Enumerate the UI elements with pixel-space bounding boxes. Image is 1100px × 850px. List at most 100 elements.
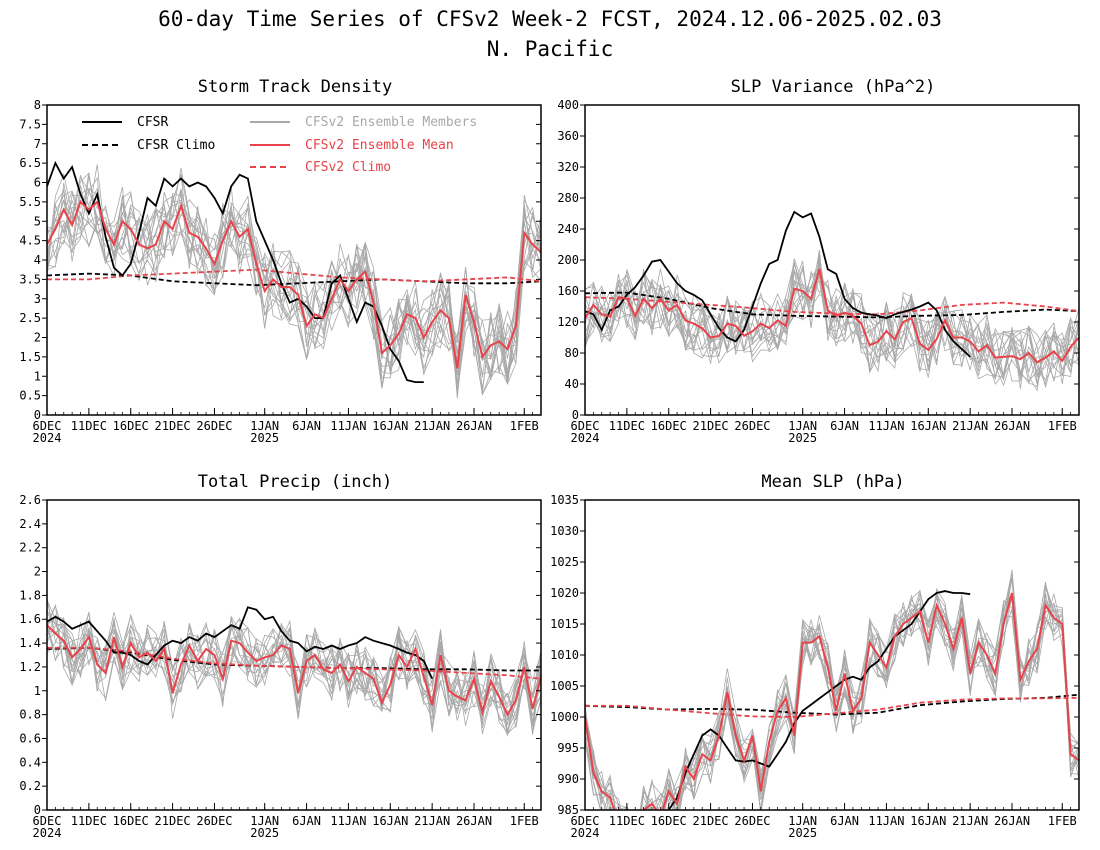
- y-tick-label: 0.4: [19, 755, 41, 769]
- y-tick-label: 5.5: [19, 195, 41, 209]
- x-tick-year-label: 2025: [788, 826, 817, 840]
- x-tick-label: 16JAN: [372, 419, 408, 433]
- x-tick-label: 11DEC: [71, 419, 107, 433]
- ensemble-mean-line: [585, 592, 1079, 810]
- x-tick-label: 26DEC: [734, 814, 770, 828]
- x-tick-label: 6JAN: [292, 419, 321, 433]
- y-tick-label: 40: [565, 377, 579, 391]
- y-tick-label: 1.5: [19, 350, 41, 364]
- y-tick-label: 2: [34, 331, 41, 345]
- x-tick-label: 21JAN: [952, 419, 988, 433]
- ensemble-member-line: [47, 185, 541, 384]
- legend-label-ensemble-members: CFSv2 Ensemble Members: [305, 115, 477, 130]
- y-tick-label: 3.5: [19, 272, 41, 286]
- y-tick-label: 160: [557, 284, 579, 298]
- x-tick-label: 6JAN: [292, 814, 321, 828]
- y-tick-label: 985: [557, 803, 579, 817]
- panel-title: Storm Track Density: [198, 77, 392, 97]
- x-tick-label: 11DEC: [71, 814, 107, 828]
- ensemble-member-line: [585, 270, 1079, 382]
- ensemble-member-line: [47, 183, 541, 372]
- x-tick-label: 11DEC: [609, 814, 645, 828]
- ensemble-mean-line: [47, 624, 541, 717]
- y-tick-label: 0: [34, 803, 41, 817]
- x-tick-label: 11JAN: [330, 419, 366, 433]
- x-tick-label: 21DEC: [693, 814, 729, 828]
- y-tick-label: 7.5: [19, 117, 41, 131]
- y-tick-label: 0.2: [19, 779, 41, 793]
- ensemble-member-line: [585, 589, 1079, 810]
- y-tick-label: 2.5: [19, 311, 41, 325]
- legend: CFSR CFSR Climo CFSv2 Ensemble Members C…: [82, 115, 477, 175]
- panel-title: SLP Variance (hPa^2): [731, 77, 936, 97]
- x-tick-label: 21DEC: [155, 814, 191, 828]
- ensemble-member-line: [47, 172, 541, 360]
- plot-area: [585, 569, 1079, 810]
- y-tick-label: 1: [34, 684, 41, 698]
- cfsr-line: [667, 590, 971, 810]
- y-tick-label: 1.4: [19, 636, 41, 650]
- x-tick-label: 1FEB: [510, 814, 539, 828]
- panel-storm-track-density: Storm Track Density 0 0.5 1 1.5 2 2.5 3 3.5 4 4.5…: [19, 77, 542, 445]
- y-tick-label: 0: [572, 408, 579, 422]
- x-tick-label: 26DEC: [196, 419, 232, 433]
- x-tick-label: 16DEC: [651, 814, 687, 828]
- y-tick-label: 1.2: [19, 660, 41, 674]
- legend-label-ensemble-mean: CFSv2 Ensemble Mean: [305, 138, 454, 153]
- y-tick-label: 2.4: [19, 517, 41, 531]
- cfsv2-climo-line: [585, 696, 1079, 718]
- x-tick-year-label: 2024: [33, 431, 62, 445]
- ensemble-member-line: [585, 602, 1079, 810]
- x-tick-label: 16JAN: [910, 419, 946, 433]
- x-tick-label: 21DEC: [693, 419, 729, 433]
- y-tick-label: 1025: [550, 555, 579, 569]
- y-tick-label: 120: [557, 315, 579, 329]
- y-tick-label: 0.6: [19, 731, 41, 745]
- cfsr-line: [47, 160, 424, 384]
- y-tick-label: 0.8: [19, 708, 41, 722]
- x-tick-label: 1FEB: [1048, 814, 1077, 828]
- ensemble-member-line: [47, 172, 541, 392]
- y-tick-label: 8: [34, 98, 41, 112]
- x-tick-label: 21JAN: [414, 419, 450, 433]
- x-tick-label: 6DEC: [33, 814, 62, 828]
- y-tick-label: 1005: [550, 679, 579, 693]
- cfsr-climo-line: [585, 291, 1079, 319]
- x-tick-label: 21JAN: [952, 814, 988, 828]
- x-tick-label: 11DEC: [609, 419, 645, 433]
- y-tick-label: 990: [557, 772, 579, 786]
- x-tick-label: 1FEB: [1048, 419, 1077, 433]
- x-tick-label: 16DEC: [651, 419, 687, 433]
- x-tick-label: 6JAN: [830, 419, 859, 433]
- x-tick-year-label: 2025: [788, 431, 817, 445]
- y-tick-label: 320: [557, 160, 579, 174]
- y-tick-label: 0.5: [19, 389, 41, 403]
- x-tick-label: 1JAN: [788, 814, 817, 828]
- x-tick-label: 26JAN: [994, 814, 1030, 828]
- x-tick-label: 16JAN: [372, 814, 408, 828]
- y-tick-label: 5: [34, 214, 41, 228]
- x-tick-label: 6DEC: [571, 419, 600, 433]
- y-tick-label: 6: [34, 176, 41, 190]
- plot-area: [47, 597, 541, 737]
- legend-label-cfsr-climo: CFSR Climo: [137, 138, 215, 153]
- x-tick-label: 26JAN: [456, 419, 492, 433]
- x-tick-year-label: 2025: [250, 826, 279, 840]
- x-tick-label: 16JAN: [910, 814, 946, 828]
- figure-title: 60-day Time Series of CFSv2 Week-2 FCST,…: [158, 7, 942, 31]
- y-tick-label: 200: [557, 253, 579, 267]
- panel-total-precip: Total Precip (inch) 0 0.2 0.4 0.6 0.8 1 1.2 1.4…: [19, 472, 542, 840]
- ensemble-mean-line: [585, 269, 1079, 364]
- x-tick-label: 26JAN: [456, 814, 492, 828]
- ensemble-member-line: [47, 612, 541, 721]
- ensemble-member-line: [47, 188, 541, 388]
- y-tick-label: 1035: [550, 493, 579, 507]
- y-tick-label: 0: [34, 408, 41, 422]
- x-tick-label: 1FEB: [510, 419, 539, 433]
- x-tick-year-label: 2024: [571, 826, 600, 840]
- x-tick-label: 21DEC: [155, 419, 191, 433]
- cfsr-line: [585, 210, 971, 358]
- y-tick-label: 280: [557, 191, 579, 205]
- x-tick-label: 1JAN: [250, 419, 279, 433]
- ensemble-member-line: [585, 589, 1079, 810]
